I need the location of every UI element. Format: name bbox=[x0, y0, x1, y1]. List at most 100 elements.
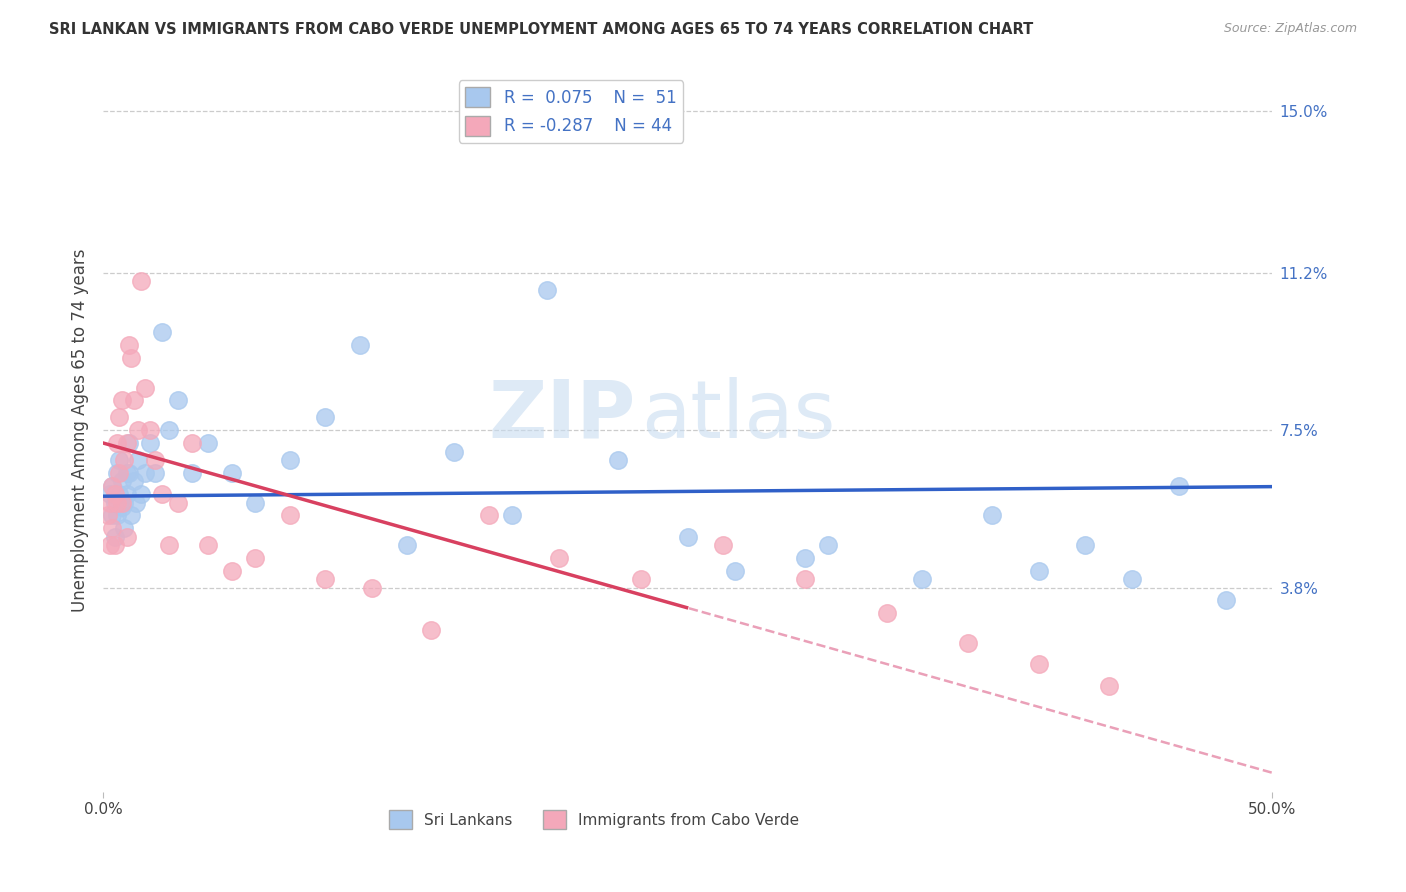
Point bbox=[101, 478, 124, 492]
Point bbox=[108, 410, 131, 425]
Point bbox=[134, 381, 156, 395]
Point bbox=[139, 436, 162, 450]
Point bbox=[349, 338, 371, 352]
Point bbox=[104, 495, 127, 509]
Point bbox=[108, 487, 131, 501]
Point bbox=[1028, 657, 1050, 672]
Point bbox=[104, 487, 127, 501]
Point bbox=[112, 521, 135, 535]
Point bbox=[101, 521, 124, 535]
Point bbox=[243, 550, 266, 565]
Point bbox=[98, 487, 121, 501]
Point bbox=[129, 274, 152, 288]
Point bbox=[105, 495, 128, 509]
Point bbox=[139, 423, 162, 437]
Point bbox=[120, 351, 142, 365]
Point bbox=[197, 538, 219, 552]
Point bbox=[221, 466, 243, 480]
Point bbox=[314, 410, 336, 425]
Point bbox=[501, 508, 523, 523]
Point bbox=[396, 538, 419, 552]
Point bbox=[115, 530, 138, 544]
Text: atlas: atlas bbox=[641, 376, 835, 455]
Point bbox=[536, 283, 558, 297]
Point bbox=[105, 466, 128, 480]
Point bbox=[197, 436, 219, 450]
Point bbox=[118, 338, 141, 352]
Point bbox=[115, 487, 138, 501]
Text: ZIP: ZIP bbox=[488, 376, 636, 455]
Point bbox=[104, 530, 127, 544]
Point bbox=[1215, 593, 1237, 607]
Point bbox=[1121, 572, 1143, 586]
Point bbox=[817, 538, 839, 552]
Point bbox=[157, 538, 180, 552]
Point bbox=[1167, 478, 1189, 492]
Point bbox=[127, 423, 149, 437]
Point bbox=[630, 572, 652, 586]
Point bbox=[157, 423, 180, 437]
Point bbox=[723, 564, 745, 578]
Text: SRI LANKAN VS IMMIGRANTS FROM CABO VERDE UNEMPLOYMENT AMONG AGES 65 TO 74 YEARS : SRI LANKAN VS IMMIGRANTS FROM CABO VERDE… bbox=[49, 22, 1033, 37]
Point bbox=[1098, 679, 1121, 693]
Point bbox=[98, 495, 121, 509]
Point bbox=[478, 508, 501, 523]
Point bbox=[122, 393, 145, 408]
Point bbox=[167, 393, 190, 408]
Point bbox=[115, 436, 138, 450]
Point bbox=[108, 466, 131, 480]
Point bbox=[120, 508, 142, 523]
Point bbox=[150, 487, 173, 501]
Point bbox=[167, 495, 190, 509]
Point bbox=[548, 550, 571, 565]
Point bbox=[111, 495, 134, 509]
Point bbox=[1074, 538, 1097, 552]
Point bbox=[957, 636, 980, 650]
Point bbox=[104, 538, 127, 552]
Point bbox=[676, 530, 699, 544]
Point bbox=[181, 466, 204, 480]
Point bbox=[143, 466, 166, 480]
Point bbox=[711, 538, 734, 552]
Text: Source: ZipAtlas.com: Source: ZipAtlas.com bbox=[1223, 22, 1357, 36]
Point bbox=[112, 495, 135, 509]
Point bbox=[134, 466, 156, 480]
Point bbox=[97, 508, 120, 523]
Point bbox=[111, 393, 134, 408]
Point bbox=[105, 436, 128, 450]
Point bbox=[243, 495, 266, 509]
Point bbox=[419, 624, 441, 638]
Point bbox=[125, 495, 148, 509]
Point bbox=[443, 444, 465, 458]
Point bbox=[150, 326, 173, 340]
Point bbox=[361, 581, 384, 595]
Point bbox=[101, 508, 124, 523]
Point bbox=[112, 453, 135, 467]
Point bbox=[122, 475, 145, 489]
Point bbox=[793, 550, 815, 565]
Point bbox=[98, 538, 121, 552]
Point bbox=[115, 466, 138, 480]
Point bbox=[118, 466, 141, 480]
Point bbox=[181, 436, 204, 450]
Point bbox=[101, 478, 124, 492]
Point bbox=[221, 564, 243, 578]
Point bbox=[105, 508, 128, 523]
Point bbox=[910, 572, 932, 586]
Point bbox=[127, 453, 149, 467]
Point bbox=[108, 453, 131, 467]
Point bbox=[876, 606, 898, 620]
Point bbox=[111, 500, 134, 514]
Point bbox=[1028, 564, 1050, 578]
Point bbox=[143, 453, 166, 467]
Point bbox=[314, 572, 336, 586]
Point bbox=[278, 453, 301, 467]
Point bbox=[980, 508, 1002, 523]
Y-axis label: Unemployment Among Ages 65 to 74 years: Unemployment Among Ages 65 to 74 years bbox=[72, 249, 89, 612]
Point bbox=[118, 436, 141, 450]
Point bbox=[278, 508, 301, 523]
Point bbox=[111, 475, 134, 489]
Point bbox=[793, 572, 815, 586]
Point bbox=[129, 487, 152, 501]
Legend: Sri Lankans, Immigrants from Cabo Verde: Sri Lankans, Immigrants from Cabo Verde bbox=[382, 804, 806, 835]
